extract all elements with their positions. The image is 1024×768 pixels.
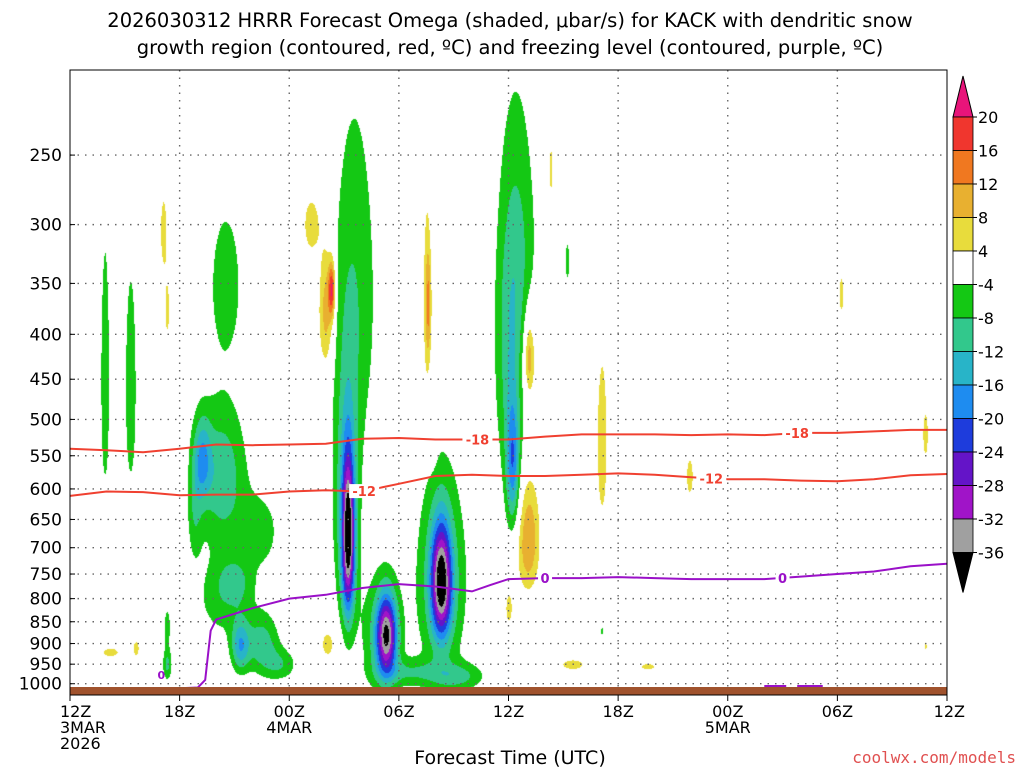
colorbar-bin-11 [952,451,974,486]
y-tick-label-250: 250 [30,146,62,166]
colorbar-label--20: -20 [978,410,1004,429]
y-tick-label-300: 300 [30,216,62,236]
y-tick-label-800: 800 [30,590,62,610]
y-tick-label-1000: 1000 [19,675,62,695]
y-tick-label-950: 950 [30,655,62,675]
x-tick-label-h12-0: 00Z [274,702,305,721]
x-tick-label-h36-1: 5MAR [705,718,751,737]
x-tick-label-h12-1: 4MAR [266,718,312,737]
colorbar-bin-2 [952,150,974,185]
y-tick-label-400: 400 [30,325,62,345]
colorbar-bin-4 [952,217,974,252]
colorbar-label--8: -8 [978,309,994,328]
colorbar-bin-10 [952,418,974,453]
y-tick-label-750: 750 [30,565,62,585]
colorbar-bottom-arrow [952,552,974,593]
colorbar-bin-6 [952,284,974,319]
y-tick-label-600: 600 [30,480,62,500]
y-tick-label-550: 550 [30,447,62,467]
colorbar-label--4: -4 [978,276,994,295]
x-tick-label-h24-0: 12Z [493,702,524,721]
colorbar-label-8: 8 [978,209,988,228]
colorbar: 20 16 12 8 4 -4 -8 -12 -16 -20 -24 -28 -32 -36 [952,75,1004,593]
terrain-surface [70,687,947,695]
colorbar-bin-8 [952,351,974,386]
x-tick-label-h0-2: 2026 [60,734,101,753]
x-tick-label-h36-0: 00Z [712,702,743,721]
y-tick-label-900: 900 [30,635,62,655]
contour-label-bg [462,432,493,447]
colorbar-bin-1 [952,116,974,151]
contour-label-1-0: -12 [352,485,376,500]
y-tick-label-500: 500 [30,410,62,430]
chart-title-line1: 2026030312 HRRR Forecast Omega (shaded, … [107,9,912,32]
colorbar-bin-12 [952,485,974,520]
chart-title-line2: growth region (contoured, red, ºC) and f… [137,36,884,59]
y-tick-label-700: 700 [30,539,62,559]
x-axis-label: Forecast Time (UTC) [414,747,605,768]
x-tick-label-h6-0: 18Z [164,702,195,721]
colorbar-label-4: 4 [978,242,988,261]
contour-label-0-0: -18 [466,433,490,448]
contour-label-2-1: 0 [778,572,787,587]
colorbar-label--36: -36 [978,544,1004,563]
colorbar-label--16: -16 [978,376,1004,395]
contour-label-2-0: 0 [541,572,550,587]
x-tick-label-h0-0: 12Z [60,702,91,721]
x-tick-label-h0-1: 3MAR [60,718,106,737]
x-tick-label-h42-0: 06Z [822,702,853,721]
y-tick-label-850: 850 [30,613,62,633]
contour-label-bg [782,426,813,441]
contour-label-bg [538,571,553,586]
y-tick-label-450: 450 [30,370,62,390]
colorbar-label--12: -12 [978,343,1004,362]
credit-label: coolwx.com/models [852,748,1016,767]
y-tick-label-350: 350 [30,274,62,294]
omega-shading-raster [70,70,947,695]
contour-line-1 [70,472,947,497]
omega-shading [70,70,947,695]
colorbar-bin-13 [952,518,974,553]
colorbar-bin-7 [952,317,974,352]
colorbar-bin-5 [952,250,974,285]
colorbar-bin-3 [952,183,974,218]
colorbar-label--28: -28 [978,477,1004,496]
colorbar-label-20: 20 [978,108,998,127]
y-tick-label-650: 650 [30,510,62,530]
x-tick-label-h30-0: 18Z [602,702,633,721]
colorbar-top-arrow [952,75,974,118]
contour-label-bg [696,471,727,486]
x-tick-label-h18-0: 06Z [383,702,414,721]
contour-label-bg [349,484,380,499]
colorbar-label-12: 12 [978,175,998,194]
pressure-axis: 2503003504004505005506006507007508008509… [19,146,75,695]
contour-label-bg [775,570,790,585]
x-tick-label-h48-0: 12Z [934,702,965,721]
colorbar-bin-9 [952,384,974,419]
colorbar-label--24: -24 [978,443,1004,462]
contour-label-0-1: -18 [785,427,809,442]
colorbar-label--32: -32 [978,510,1004,529]
colorbar-label-16: 16 [978,142,998,161]
freezing-marker-label: 0 [158,669,166,682]
contour-label-1-1: -12 [700,472,724,487]
temperature-contours: -18 -18 -12 -12 0 0 0 [70,426,947,695]
